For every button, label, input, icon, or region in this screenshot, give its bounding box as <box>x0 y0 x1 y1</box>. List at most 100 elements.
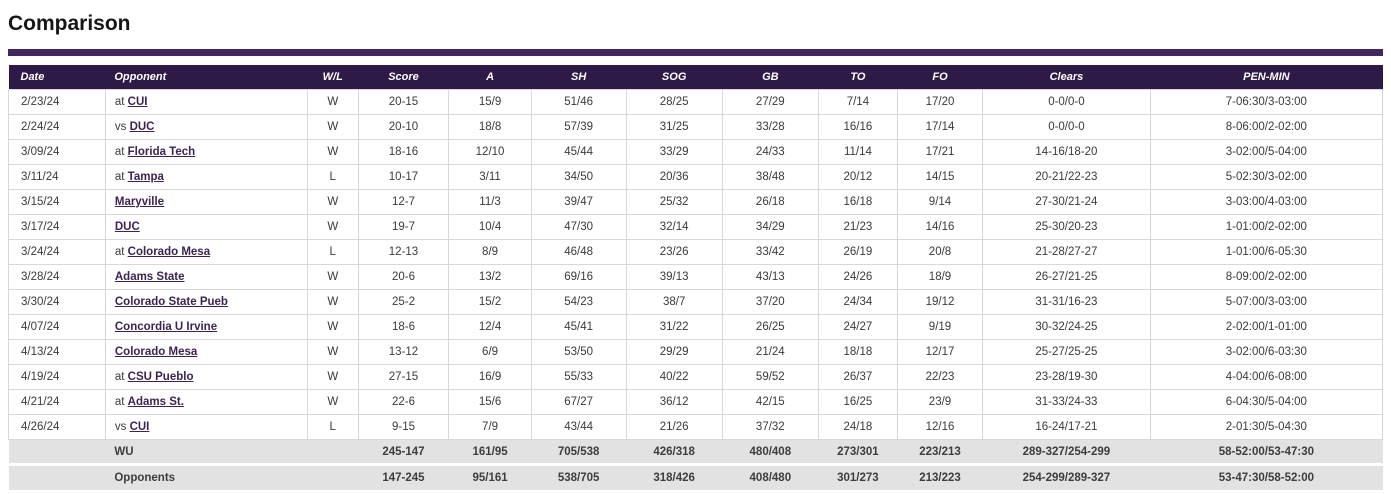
clears-cell: 16-24/17-21 <box>982 414 1151 440</box>
a-cell: 13/2 <box>448 264 532 290</box>
pen-cell: 3-03:00/4-03:00 <box>1149 189 1384 215</box>
clears-cell: 27-30/21-24 <box>982 189 1151 215</box>
pen-cell: 2-01:30/5-04:30 <box>1149 414 1384 440</box>
score-cell: 20-15 <box>357 89 450 115</box>
pen-cell: 8-09:00/2-02:00 <box>1149 264 1384 290</box>
gb-cell: 59/52 <box>721 364 819 390</box>
opponent-cell: Colorado Mesa <box>104 339 308 365</box>
a-cell: 16/9 <box>448 364 532 390</box>
opponent-link[interactable]: CSU Pueblo <box>127 371 194 383</box>
game-row: 3/15/24 Maryville W 12-7 11/3 39/47 25/32 26/18… <box>8 189 1384 215</box>
date-cell: 2/24/24 <box>8 114 106 140</box>
opponent-link[interactable]: Colorado Mesa <box>114 346 198 358</box>
opponent-prefix: at <box>114 171 128 183</box>
wl-cell: W <box>306 389 359 415</box>
score-cell: 10-17 <box>357 164 450 190</box>
gb-cell: 33/42 <box>721 239 819 265</box>
opponent-prefix: at <box>114 96 128 108</box>
opponent-cell: at Adams St. <box>104 389 308 415</box>
sog-cell: 21/26 <box>625 414 723 440</box>
opponent-link[interactable]: Maryville <box>114 196 165 208</box>
column-header-clears: Clears <box>982 65 1151 90</box>
total-sog-cell: 426/318 <box>626 439 723 465</box>
sh-cell: 67/27 <box>530 389 627 415</box>
sog-cell: 38/7 <box>625 289 723 315</box>
a-cell: 12/10 <box>448 139 532 165</box>
column-header-opponent: Opponent <box>105 65 308 90</box>
gb-cell: 26/18 <box>721 189 819 215</box>
date-cell: 3/28/24 <box>8 264 106 290</box>
clears-cell: 26-27/21-25 <box>982 264 1151 290</box>
to-cell: 24/34 <box>817 289 898 315</box>
opponent-link[interactable]: Concordia U Irvine <box>114 321 218 333</box>
game-row: 4/26/24 vs CUI L 9-15 7/9 43/44 21/26 37/32 24/1… <box>8 414 1384 440</box>
total-sh-cell: 538/705 <box>531 463 627 490</box>
a-cell: 12/4 <box>448 314 532 340</box>
opponent-link[interactable]: Adams St. <box>127 396 184 408</box>
opponent-link[interactable]: Florida Tech <box>127 146 196 158</box>
total-a-cell: 95/161 <box>448 463 532 490</box>
a-cell: 11/3 <box>448 189 532 215</box>
wl-cell: W <box>306 114 359 140</box>
opponent-link[interactable]: DUC <box>129 121 155 133</box>
comparison-table: Date Opponent W/L Score A SH SOG GB TO FO Clears PE… <box>8 65 1384 490</box>
opponent-link[interactable]: Adams State <box>114 271 185 283</box>
opponent-cell: Colorado State Pueb <box>104 289 308 315</box>
date-cell: 2/23/24 <box>8 89 106 115</box>
title-divider-bar <box>8 49 1383 56</box>
to-cell: 20/12 <box>817 164 898 190</box>
date-cell: 4/19/24 <box>8 364 106 390</box>
wl-cell: W <box>306 289 359 315</box>
total-gb-cell: 408/480 <box>722 463 819 490</box>
game-row: 3/30/24 Colorado State Pueb W 25-2 15/2 54/23… <box>8 289 1384 315</box>
sog-cell: 32/14 <box>625 214 723 240</box>
opponent-cell: DUC <box>104 214 308 240</box>
to-cell: 18/18 <box>817 339 898 365</box>
score-cell: 22-6 <box>357 389 450 415</box>
total-score-cell: 245-147 <box>358 439 449 465</box>
opponent-cell: at Colorado Mesa <box>104 239 308 265</box>
total-sog-cell: 318/426 <box>626 463 723 490</box>
column-header-gb: GB <box>722 65 819 90</box>
total-fo-cell: 223/213 <box>897 439 983 465</box>
date-cell: 4/07/24 <box>8 314 106 340</box>
sh-cell: 39/47 <box>530 189 627 215</box>
opponent-cell: at CUI <box>104 89 308 115</box>
pen-cell: 7-06:30/3-03:00 <box>1149 89 1384 115</box>
wl-cell: W <box>306 139 359 165</box>
score-cell: 18-16 <box>357 139 450 165</box>
wl-cell: W <box>306 89 359 115</box>
opponent-cell: Adams State <box>104 264 308 290</box>
pen-cell: 4-04:00/6-08:00 <box>1149 364 1384 390</box>
total-pen-cell: 53-47:30/58-52:00 <box>1150 463 1383 490</box>
wl-cell: W <box>306 264 359 290</box>
pen-cell: 1-01:00/2-02:00 <box>1149 214 1384 240</box>
sog-cell: 40/22 <box>625 364 723 390</box>
total-sh-cell: 705/538 <box>531 439 627 465</box>
game-row: 4/19/24 at CSU Pueblo W 27-15 16/9 55/33 40/22… <box>8 364 1384 390</box>
game-row: 2/23/24 at CUI W 20-15 15/9 51/46 28/25 27/29 7/… <box>8 89 1384 115</box>
game-row: 3/17/24 DUC W 19-7 10/4 47/30 32/14 34/29 21/23 1… <box>8 214 1384 240</box>
opponent-link[interactable]: Tampa <box>127 171 164 183</box>
sog-cell: 25/32 <box>625 189 723 215</box>
opponent-link[interactable]: Colorado Mesa <box>127 246 211 258</box>
opponent-link[interactable]: DUC <box>114 221 140 233</box>
opponent-link[interactable]: CUI <box>127 96 148 108</box>
gb-cell: 38/48 <box>721 164 819 190</box>
a-cell: 10/4 <box>448 214 532 240</box>
opponent-link[interactable]: Colorado State Pueb <box>114 296 228 308</box>
clears-cell: 25-30/20-23 <box>982 214 1151 240</box>
total-pen-cell: 58-52:00/53-47:30 <box>1150 439 1383 465</box>
a-cell: 18/8 <box>448 114 532 140</box>
sh-cell: 57/39 <box>530 114 627 140</box>
pen-cell: 2-02:00/1-01:00 <box>1149 314 1384 340</box>
date-cell: 3/15/24 <box>8 189 106 215</box>
empty-cell <box>8 439 106 465</box>
sh-cell: 47/30 <box>530 214 627 240</box>
to-cell: 21/23 <box>817 214 898 240</box>
to-cell: 24/27 <box>817 314 898 340</box>
column-header-sog: SOG <box>626 65 723 90</box>
column-header-date: Date <box>8 65 106 90</box>
opponent-link[interactable]: CUI <box>129 421 150 433</box>
gb-cell: 34/29 <box>721 214 819 240</box>
